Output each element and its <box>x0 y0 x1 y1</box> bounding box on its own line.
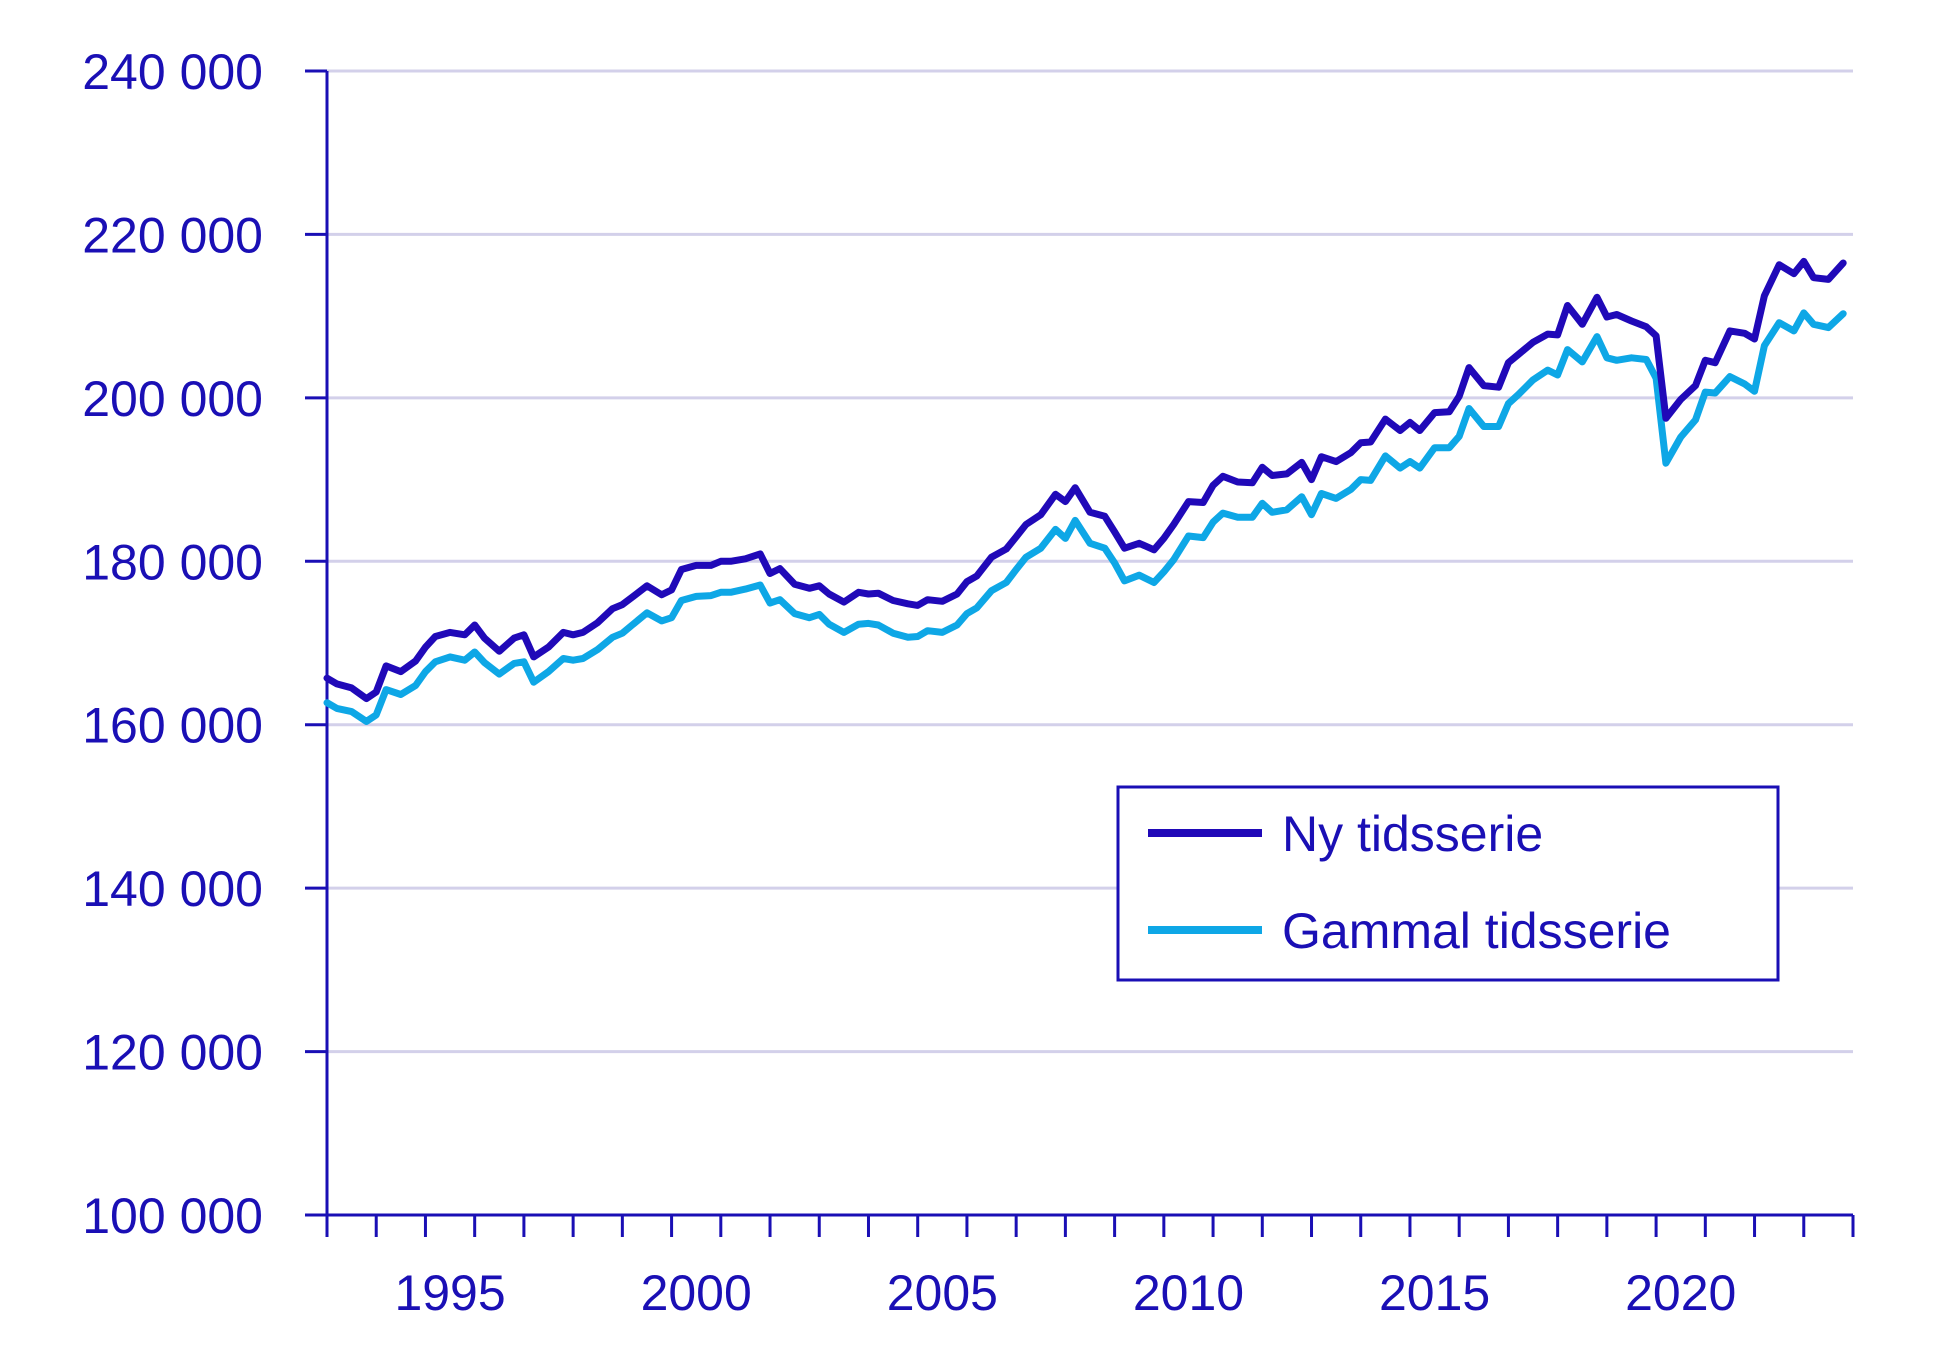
series-line-ny-tidsserie <box>323 257 1847 703</box>
series-lines <box>323 257 1847 725</box>
y-tick-label: 220 000 <box>82 207 263 263</box>
y-tick-label: 180 000 <box>82 534 263 590</box>
x-tick-label: 2010 <box>1133 1265 1244 1321</box>
x-tick-label: 1995 <box>394 1265 505 1321</box>
x-axis-ticks: 1995 2000 2005 2010 2015 2020 <box>325 1215 1855 1321</box>
x-tick-label: 2015 <box>1379 1265 1490 1321</box>
y-tick-label: 140 000 <box>82 861 263 917</box>
legend-label-ny: Ny tidsserie <box>1282 806 1543 862</box>
x-tick-label: 2000 <box>641 1265 752 1321</box>
legend: Ny tidsserie Gammal tidsserie <box>1116 785 1780 982</box>
y-tick-label: 100 000 <box>82 1188 263 1244</box>
gridlines <box>327 69 1853 1054</box>
y-tick-label: 160 000 <box>82 698 263 754</box>
x-tick-label: 2020 <box>1625 1265 1736 1321</box>
x-tick-label: 2005 <box>887 1265 998 1321</box>
y-tick-label: 200 000 <box>82 371 263 427</box>
y-axis-ticks: 100 000 120 000 140 000 160 000 180 000 200 0… <box>82 44 327 1244</box>
y-tick-label: 120 000 <box>82 1025 263 1081</box>
series-line-gammal-tidsserie <box>323 309 1847 725</box>
y-tick-label: 240 000 <box>82 44 263 100</box>
legend-label-gammal: Gammal tidsserie <box>1282 903 1671 959</box>
legend-box <box>1116 785 1780 982</box>
